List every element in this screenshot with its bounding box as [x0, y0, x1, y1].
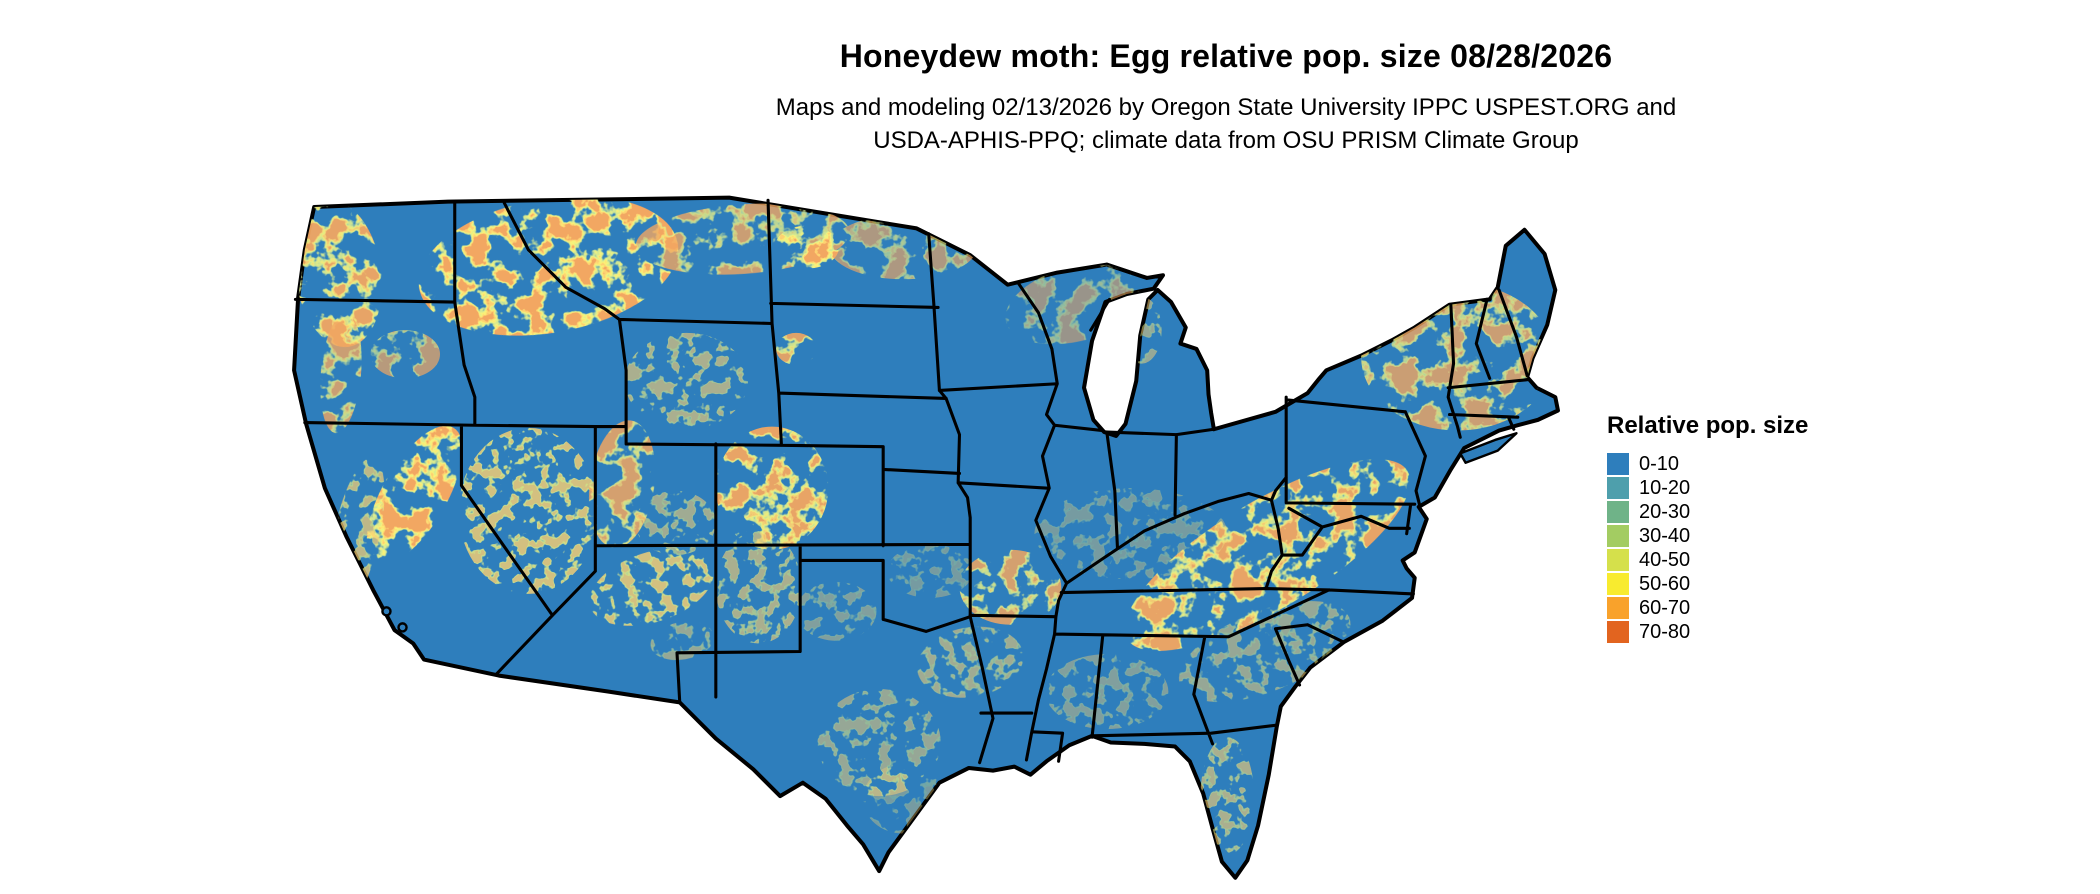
- long-island: [1459, 432, 1518, 464]
- state-borders: [293, 198, 1529, 765]
- legend-label: 0-10: [1639, 453, 1680, 475]
- legend-swatch: [1607, 573, 1629, 595]
- channel-island-1: [381, 606, 392, 617]
- legend-swatch: [1607, 501, 1629, 523]
- conus-landmass: [292, 195, 1560, 880]
- legend-item: 30-40: [1607, 524, 1808, 548]
- population-hotspots: [294, 197, 1554, 856]
- subtitle-line-2: USDA-APHIS-PPQ; climate data from OSU PR…: [873, 127, 1579, 154]
- legend-item: 70-80: [1607, 620, 1808, 644]
- legend-label: 20-30: [1639, 501, 1691, 523]
- legend-title: Relative pop. size: [1607, 412, 1809, 439]
- legend-item: 40-50: [1607, 548, 1808, 572]
- legend-item: 20-30: [1607, 500, 1808, 524]
- title-block: Honeydew moth: Egg relative pop. size 08…: [476, 38, 1976, 157]
- legend-swatch: [1607, 621, 1629, 643]
- legend-label: 70-80: [1639, 621, 1691, 643]
- page-title: Honeydew moth: Egg relative pop. size 08…: [839, 38, 1613, 74]
- legend-label: 10-20: [1639, 477, 1691, 499]
- legend: Relative pop. size 0-10 10-20 20-30 30-4…: [1607, 412, 1808, 644]
- legend-label: 40-50: [1639, 549, 1691, 571]
- legend-label: 60-70: [1639, 597, 1691, 619]
- legend-item: 60-70: [1607, 596, 1808, 620]
- legend-swatch: [1607, 597, 1629, 619]
- us-population-map: [274, 168, 1566, 894]
- legend-item: 10-20: [1607, 476, 1808, 500]
- page-subtitle: Maps and modeling 02/13/2026 by Oregon S…: [476, 91, 1976, 157]
- legend-swatch: [1607, 525, 1629, 547]
- legend-label: 50-60: [1639, 573, 1691, 595]
- legend-label: 30-40: [1639, 525, 1691, 547]
- channel-island-2: [397, 622, 408, 633]
- subtitle-line-1: Maps and modeling 02/13/2026 by Oregon S…: [775, 94, 1677, 121]
- legend-swatch: [1607, 477, 1629, 499]
- legend-swatch: [1607, 549, 1629, 571]
- us-map-svg: [292, 195, 1560, 880]
- legend-items: 0-10 10-20 20-30 30-40 40-50 50-60 60-70…: [1607, 452, 1808, 644]
- legend-item: 50-60: [1607, 572, 1808, 596]
- legend-item: 0-10: [1607, 452, 1808, 476]
- legend-swatch: [1607, 453, 1629, 475]
